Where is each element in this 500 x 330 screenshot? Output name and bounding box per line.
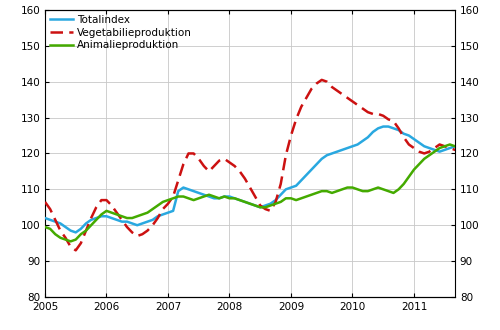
Vegetabilieproduktion	[52, 218, 58, 222]
Animalieproduktion	[416, 162, 422, 166]
Vegetabilieproduktion	[42, 200, 48, 204]
Totalindex	[416, 141, 422, 145]
Line: Totalindex: Totalindex	[45, 94, 500, 232]
Totalindex	[52, 220, 58, 224]
Totalindex	[447, 146, 453, 150]
Vegetabilieproduktion	[416, 150, 422, 154]
Animalieproduktion	[47, 227, 53, 231]
Vegetabilieproduktion	[498, 225, 500, 229]
Vegetabilieproduktion	[47, 207, 53, 211]
Totalindex	[47, 218, 53, 222]
Animalieproduktion	[52, 232, 58, 236]
Animalieproduktion	[447, 143, 453, 147]
Animalieproduktion	[68, 239, 73, 243]
Vegetabilieproduktion	[72, 248, 78, 252]
Vegetabilieproduktion	[447, 146, 453, 150]
Animalieproduktion	[498, 182, 500, 186]
Animalieproduktion	[42, 225, 48, 229]
Line: Animalieproduktion: Animalieproduktion	[45, 112, 500, 241]
Totalindex	[498, 205, 500, 209]
Totalindex	[72, 230, 78, 234]
Legend: Totalindex, Vegetabilieproduktion, Animalieproduktion: Totalindex, Vegetabilieproduktion, Anima…	[48, 13, 195, 52]
Line: Vegetabilieproduktion: Vegetabilieproduktion	[45, 40, 500, 250]
Totalindex	[42, 216, 48, 220]
